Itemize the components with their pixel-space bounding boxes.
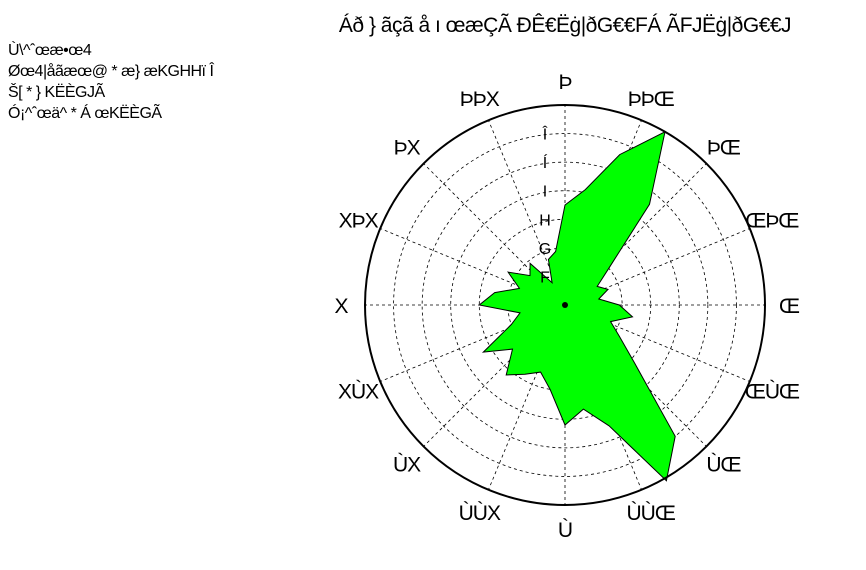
outer-ring [364,104,766,506]
info-line-1: Ù\^ˆœæ•œ4 [8,42,92,59]
grid-ring-2 [507,247,623,363]
info-line-2: Øœ4|åãæœ@ * æ} æKGHHï Î [8,63,214,80]
ring-label-6: Î [542,125,548,144]
ring-label-3: H [539,212,551,229]
direction-label-11: XÙX [338,381,379,404]
ring-label-5: Í [543,153,548,172]
grid-ring-5 [421,161,709,449]
direction-label-3: ŒÞŒ [745,209,799,232]
direction-label-0: Þ [558,71,571,94]
direction-label-4: Œ [779,295,800,318]
direction-label-9: ÙÙX [459,502,501,525]
data-area [478,130,676,482]
grid-ring-6 [393,133,737,477]
direction-label-8: Ù [558,519,572,542]
ring-label-1: F [540,269,550,286]
direction-label-7: ÙÙŒ [627,502,676,525]
direction-label-15: ÞÞX [460,88,500,111]
chart-title: Áð } ãçã å ı œæÇÃ ÐÊ€Ëġ|ðG€€FÁ ÃFJËġ|ðG€… [338,14,792,37]
direction-label-6: ÙŒ [706,453,741,476]
direction-label-12: X [334,295,348,318]
direction-label-13: XÞX [339,209,379,232]
ring-label-4: I [543,184,547,201]
direction-label-14: ÞX [394,137,421,160]
center-dot [562,302,568,308]
ring-label-2: G [539,241,551,258]
direction-label-2: ÞŒ [707,137,741,160]
info-block: Ù\^ˆœæ•œ4 Øœ4|åãæœ@ * æ} æKGHHï Î Š[ * }… [8,40,214,124]
info-line-3: Š[ * } KËÈGJÃ [8,84,105,101]
direction-label-1: ÞÞŒ [628,88,675,111]
data-layer [478,130,676,482]
direction-label-5: ŒÙŒ [745,381,800,404]
direction-label-10: ÙX [393,453,421,476]
info-line-4: Ó¡^ˆœä^ * Á œKËÈGÃ [8,105,162,122]
